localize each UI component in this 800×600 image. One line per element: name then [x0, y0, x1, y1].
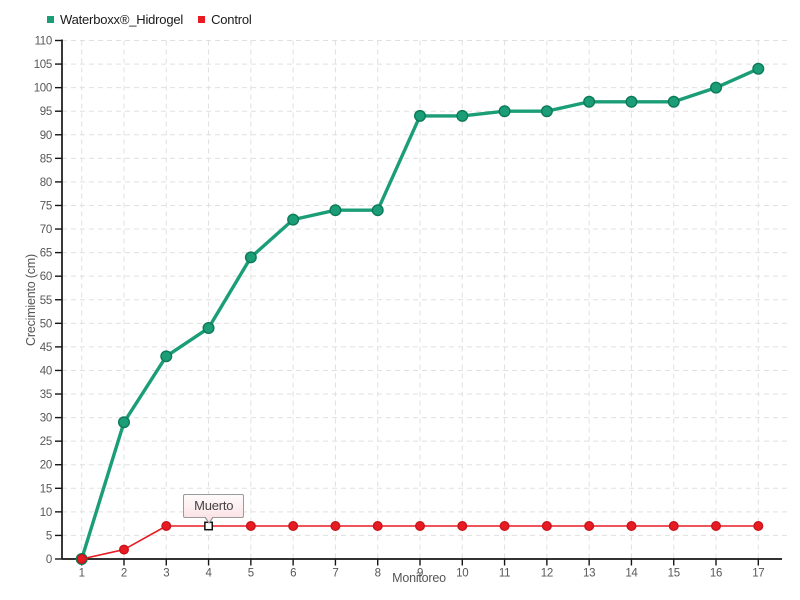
data-point-control-13[interactable] [584, 521, 595, 532]
data-point-control-12[interactable] [541, 521, 552, 532]
data-point-control-8[interactable] [372, 521, 383, 532]
y-axis-title: Crecimiento (cm) [24, 254, 38, 346]
data-point-control-1[interactable] [76, 554, 87, 565]
y-tick-label: 85 [40, 153, 52, 165]
y-tick-label: 70 [40, 224, 52, 236]
data-point-control-16[interactable] [711, 521, 722, 532]
data-point-control-10[interactable] [457, 521, 468, 532]
data-point-control-5[interactable] [245, 521, 256, 532]
data-point-control-17[interactable] [753, 521, 764, 532]
data-point-waterboxx-12[interactable] [540, 105, 553, 118]
data-point-waterboxx-3[interactable] [160, 350, 173, 363]
y-tick-label: 20 [40, 460, 52, 472]
x-tick-label: 4 [206, 568, 213, 580]
y-tick-label: 40 [40, 365, 52, 377]
data-point-waterboxx-15[interactable] [667, 95, 680, 108]
x-tick-label: 15 [668, 568, 680, 580]
x-tick-label: 10 [456, 568, 468, 580]
legend-label-control: Control [211, 12, 252, 27]
x-tick-label: 11 [499, 568, 510, 580]
y-tick-label: 10 [40, 507, 52, 519]
y-tick-label: 75 [40, 200, 52, 212]
y-tick-label: 30 [40, 413, 52, 425]
data-point-waterboxx-7[interactable] [329, 204, 342, 217]
x-tick-label: 1 [79, 568, 85, 580]
data-point-control-3[interactable] [161, 521, 172, 532]
legend-item-waterboxx[interactable]: Waterboxx®_Hidrogel [47, 13, 183, 26]
x-tick-label: 6 [290, 568, 296, 580]
x-tick-label: 8 [375, 568, 381, 580]
x-tick-label: 7 [332, 568, 338, 580]
y-tick-label: 110 [35, 36, 52, 48]
data-point-waterboxx-13[interactable] [583, 95, 596, 108]
data-point-waterboxx-2[interactable] [117, 416, 130, 429]
data-point-waterboxx-14[interactable] [625, 95, 638, 108]
y-tick-label: 50 [40, 318, 52, 330]
y-tick-label: 15 [40, 483, 52, 495]
y-tick-label: 5 [46, 530, 52, 542]
data-point-waterboxx-6[interactable] [287, 213, 300, 226]
data-point-waterboxx-9[interactable] [414, 109, 427, 122]
y-tick-label: 55 [40, 295, 52, 307]
x-tick-label: 9 [417, 568, 423, 580]
data-point-waterboxx-17[interactable] [752, 62, 765, 75]
data-point-waterboxx-11[interactable] [498, 105, 511, 118]
x-tick-label: 3 [163, 568, 169, 580]
y-tick-label: 100 [34, 83, 52, 95]
y-tick-label: 45 [40, 342, 52, 354]
data-point-waterboxx-5[interactable] [244, 251, 257, 264]
y-tick-label: 105 [34, 59, 52, 71]
data-point-waterboxx-16[interactable] [710, 81, 723, 94]
x-tick-label: 16 [710, 568, 722, 580]
y-tick-label: 90 [40, 130, 52, 142]
x-tick-label: 14 [625, 568, 638, 580]
legend-swatch-waterboxx-icon [47, 16, 54, 23]
x-tick-label: 2 [121, 568, 127, 580]
legend-item-control[interactable]: Control [198, 13, 252, 26]
data-point-waterboxx-10[interactable] [456, 109, 469, 122]
legend-swatch-control-icon [198, 16, 206, 23]
x-tick-label: 5 [248, 568, 254, 580]
y-tick-label: 65 [40, 248, 52, 260]
y-tick-label: 95 [40, 106, 52, 118]
data-point-control-6[interactable] [288, 521, 299, 532]
x-tick-label: 17 [752, 568, 764, 580]
y-tick-label: 80 [40, 177, 52, 189]
data-point-control-14[interactable] [626, 521, 637, 532]
data-point-control-7[interactable] [330, 521, 341, 532]
y-tick-label: 0 [46, 554, 52, 566]
y-tick-label: 60 [40, 271, 52, 283]
legend-label-waterboxx: Waterboxx®_Hidrogel [60, 12, 184, 27]
chart-legend: Waterboxx®_Hidrogel Control [47, 13, 252, 26]
x-tick-label: 13 [583, 568, 595, 580]
y-tick-label: 35 [40, 389, 52, 401]
point-tooltip: Muerto [183, 494, 245, 524]
y-tick-label: 25 [40, 436, 52, 448]
data-point-control-2[interactable] [118, 544, 129, 555]
data-point-waterboxx-4[interactable] [202, 322, 215, 335]
x-axis-title: Monitoreo [392, 571, 446, 585]
data-point-control-9[interactable] [415, 521, 426, 532]
data-point-waterboxx-8[interactable] [371, 204, 384, 217]
tooltip-text: Muerto [194, 498, 234, 513]
data-point-control-15[interactable] [668, 521, 679, 532]
data-point-control-11[interactable] [499, 521, 510, 532]
x-tick-label: 12 [541, 568, 553, 580]
